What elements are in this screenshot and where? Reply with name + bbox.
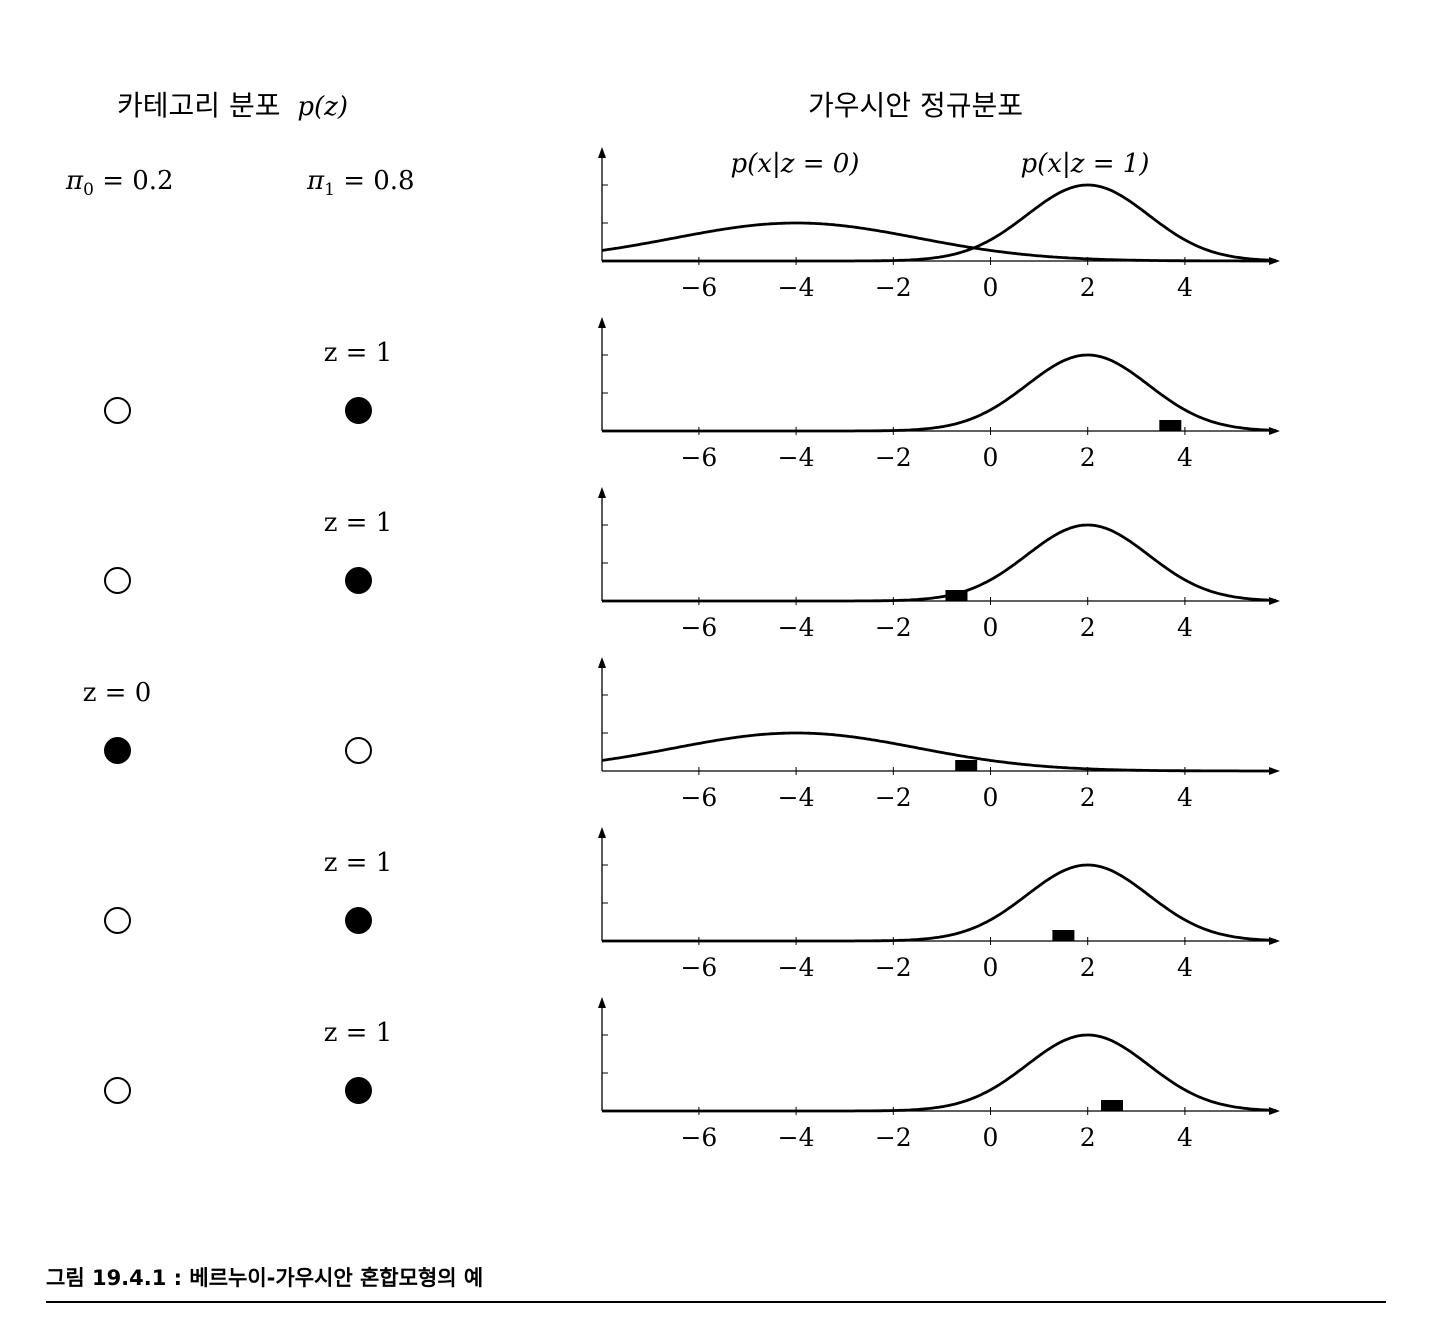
y-axis-arrow (598, 487, 606, 498)
x-tick-label: −2 (875, 613, 912, 642)
z-value-label: z = 1 (323, 1018, 393, 1048)
prior-pi0-sub: 0 (83, 180, 94, 201)
x-tick-label: 4 (1177, 613, 1193, 642)
density-curve-0 (601, 221, 1276, 263)
x-tick-label: 2 (1080, 953, 1096, 982)
sample-marker (1159, 420, 1182, 431)
x-tick-label: 4 (1177, 1123, 1193, 1152)
x-tick-label: −6 (680, 443, 717, 472)
category-0-circle (103, 906, 131, 934)
x-tick-label: −2 (875, 783, 912, 812)
x-tick-label: −6 (680, 1123, 717, 1152)
x-tick-label: −4 (778, 783, 815, 812)
prior-pi1: π1 = 0.8 (307, 166, 415, 200)
y-axis-arrow (598, 317, 606, 328)
y-axis-arrow (598, 657, 606, 668)
x-tick-label: 2 (1080, 443, 1096, 472)
prior-pi0: π0 = 0.2 (66, 166, 174, 200)
x-tick-label: −6 (680, 613, 717, 642)
category-0-circle (103, 396, 131, 424)
categorical-header-math: p(z) (297, 92, 349, 122)
sample-marker (1052, 930, 1075, 941)
x-tick-label: 4 (1177, 783, 1193, 812)
x-tick-label: 2 (1080, 273, 1096, 302)
category-0-circle (103, 566, 131, 594)
x-tick-label: 0 (983, 443, 999, 472)
density-curve-1 (602, 183, 1277, 263)
prior-pi0-value: = 0.2 (102, 166, 174, 196)
x-tick-label: 0 (983, 953, 999, 982)
x-tick-label: −6 (680, 783, 717, 812)
z-value-label: z = 0 (82, 678, 152, 708)
sample-marker (945, 590, 968, 601)
figure-caption: 그림 19.4.1 : 베르누이-가우시안 혼합모형의 예 (46, 1266, 484, 1290)
prior-pi0-symbol: π (66, 166, 84, 196)
x-tick-label: 0 (983, 613, 999, 642)
x-tick-label: −6 (680, 953, 717, 982)
z-value-label: z = 1 (323, 338, 393, 368)
gaussian-header: 가우시안 정규분포 (808, 89, 1023, 122)
z-value-label: z = 1 (323, 848, 393, 878)
x-tick-label: −4 (778, 1123, 815, 1152)
x-tick-label: −2 (875, 273, 912, 302)
x-tick-label: 2 (1080, 1123, 1096, 1152)
x-tick-label: −6 (680, 273, 717, 302)
x-tick-label: 0 (983, 783, 999, 812)
x-tick-label: 0 (983, 1123, 999, 1152)
x-tick-label: −4 (778, 613, 815, 642)
categorical-header-text: 카테고리 분포 (117, 89, 281, 122)
category-1-circle (344, 396, 372, 424)
prior-pi1-sub: 1 (324, 180, 335, 201)
x-tick-label: −2 (875, 953, 912, 982)
density-curve-1 (602, 1033, 1277, 1113)
x-tick-label: 4 (1177, 273, 1193, 302)
density-curve-1 (602, 353, 1277, 433)
density-curve-1 (602, 863, 1277, 943)
x-tick-label: −2 (875, 443, 912, 472)
x-tick-label: 2 (1080, 783, 1096, 812)
caption-rule (46, 1301, 1386, 1303)
curve-label-0: p(x|z = 0) (731, 149, 860, 179)
x-tick-label: 0 (983, 273, 999, 302)
prior-pi1-symbol: π (307, 166, 325, 196)
y-axis-arrow (598, 827, 606, 838)
x-tick-label: −4 (778, 273, 815, 302)
category-1-circle (344, 736, 372, 764)
category-1-circle (344, 566, 372, 594)
sample-marker (1101, 1100, 1123, 1111)
sample-marker (955, 760, 978, 771)
category-1-circle (344, 1076, 372, 1104)
y-axis-arrow (598, 997, 606, 1008)
density-curve-0 (601, 731, 1276, 773)
curve-label-1: p(x|z = 1) (1021, 149, 1150, 179)
x-tick-label: 4 (1177, 953, 1193, 982)
x-tick-label: 2 (1080, 613, 1096, 642)
category-0-circle (103, 1076, 131, 1104)
prior-pi1-value: = 0.8 (343, 166, 415, 196)
category-0-circle (103, 736, 131, 764)
gaussian-charts: −6 −4 −2 0 2 4 −6 −4 −2 0 2 4 −6 −4 −2 0 2 4 −6 −4 −2 0 2 4 −6 −4… (598, 147, 1280, 1152)
z-value-label: z = 1 (323, 508, 393, 538)
x-tick-label: −2 (875, 1123, 912, 1152)
x-tick-label: 4 (1177, 443, 1193, 472)
density-curve-1 (602, 523, 1277, 603)
x-tick-label: −4 (778, 953, 815, 982)
categorical-header: 카테고리 분포 p(z) (117, 84, 348, 124)
x-tick-label: −4 (778, 443, 815, 472)
category-1-circle (344, 906, 372, 934)
y-axis-arrow (598, 147, 606, 158)
